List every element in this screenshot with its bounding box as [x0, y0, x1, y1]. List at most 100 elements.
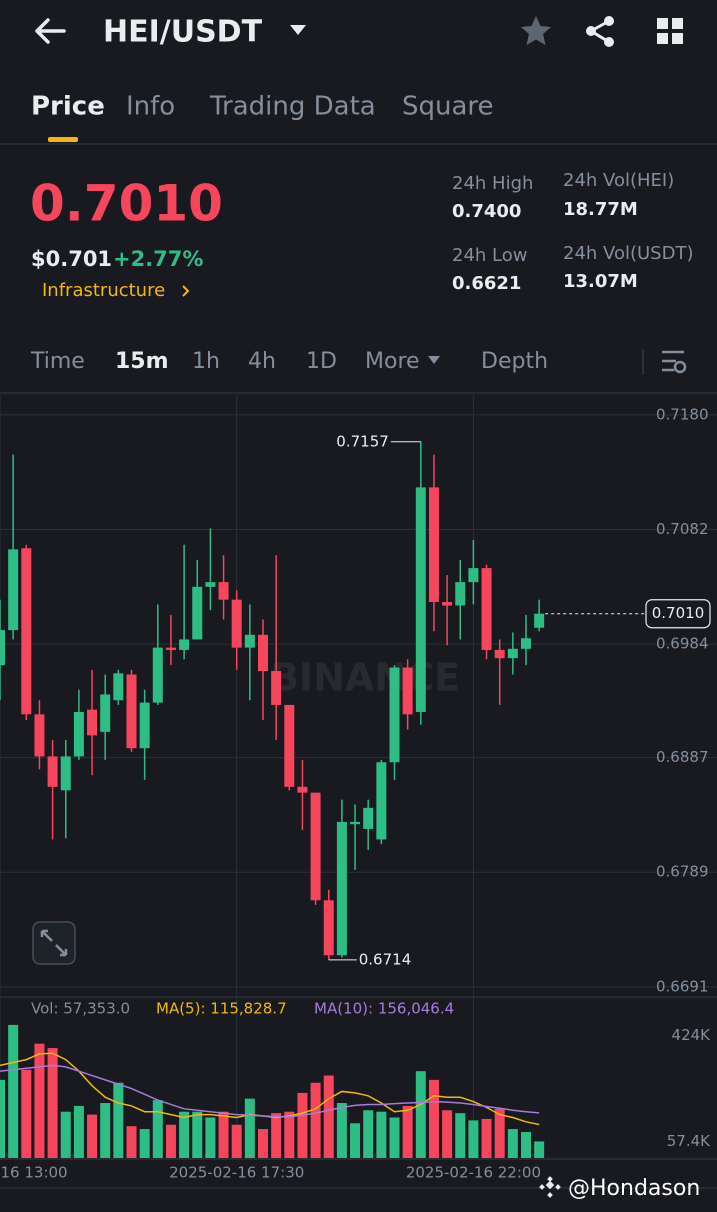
volume-bar — [21, 1069, 32, 1158]
tab[interactable]: Info — [126, 92, 175, 122]
high-label: 0.7157 — [336, 432, 389, 450]
volume-bar — [402, 1105, 413, 1158]
candle-body — [297, 786, 308, 793]
x-tick-label: 2025-02-16 22:00 — [406, 1164, 541, 1182]
volume-bar — [310, 1082, 321, 1158]
stat-label: 24h Vol(HEI) — [563, 170, 674, 191]
last-price-box — [645, 599, 711, 629]
back-button[interactable] — [35, 18, 66, 44]
candles — [0, 441, 545, 960]
candle-body — [494, 649, 505, 659]
candle-body — [336, 821, 347, 956]
timeframe[interactable]: 1h — [192, 349, 220, 374]
stat-label: 24h Vol(USDT) — [563, 243, 693, 264]
candle-body — [34, 714, 45, 757]
timeframe[interactable]: More — [365, 349, 420, 374]
candle-body — [481, 568, 492, 650]
stat-value: 18.77M — [563, 199, 638, 220]
y-tick-label: 424K — [672, 1026, 712, 1044]
candle-body — [244, 634, 255, 648]
candle-body — [350, 821, 361, 825]
volume-bar — [297, 1092, 308, 1158]
logo-part — [547, 1176, 553, 1182]
usd-price: $0.701 — [31, 247, 112, 271]
pair-dropdown[interactable] — [290, 25, 306, 35]
timeframe[interactable]: 4h — [248, 349, 276, 374]
tab-active[interactable]: Price — [31, 92, 105, 122]
last-price: 0.7010 — [30, 175, 223, 233]
volume-bar — [534, 1141, 545, 1158]
volume-bar — [428, 1079, 439, 1158]
volume-bar — [336, 1103, 347, 1158]
favorite-icon[interactable] — [521, 16, 551, 45]
chart-settings-icon[interactable] — [662, 350, 687, 374]
candle-body — [165, 647, 176, 650]
volume-bar — [231, 1124, 242, 1158]
timeframe-active[interactable]: 15m — [115, 349, 169, 374]
candle-body — [231, 599, 242, 648]
candle-body — [100, 694, 111, 732]
grid-cell — [672, 33, 683, 44]
low-label: 0.6714 — [359, 950, 412, 968]
share-icon[interactable] — [586, 16, 614, 47]
timeframe[interactable]: Depth — [481, 349, 548, 374]
x-axis: 2025-02-16 13:00 2025-02-16 17:30 2025-02-… — [0, 1164, 541, 1182]
candle-body — [323, 900, 334, 956]
volume-bar — [376, 1111, 387, 1158]
timeframe[interactable]: 1D — [306, 349, 337, 374]
legend-item: MA(5): 115,828.7 — [156, 1000, 287, 1018]
x-tick-label: 2025-02-16 13:00 — [0, 1164, 68, 1182]
volume-bar — [8, 1024, 19, 1158]
tab[interactable]: Trading Data — [209, 92, 376, 122]
volume-bar — [455, 1113, 466, 1158]
candle-body — [8, 549, 19, 631]
ma-line — [0, 1064, 540, 1118]
volume-bar — [284, 1111, 295, 1158]
tab-indicator — [48, 137, 78, 142]
y-tick-label: 0.6984 — [656, 635, 709, 653]
pair-title[interactable]: HEI/USDT — [103, 15, 263, 50]
volume-bar — [389, 1117, 400, 1158]
candle-body — [73, 711, 84, 757]
candle-body — [87, 709, 98, 736]
candle-body — [192, 586, 203, 640]
tab[interactable]: Square — [402, 92, 494, 122]
logo-part — [545, 1180, 555, 1190]
chart-overlay: 0.7180 0.7082 0.6984 0.6887 0.6789 0.6691 0.71… — [328, 405, 711, 995]
candle-body — [179, 639, 190, 650]
volume-bar — [0, 1079, 5, 1158]
candle-body — [218, 582, 229, 600]
sector-chevron — [182, 285, 190, 297]
candle-body — [521, 638, 531, 649]
volume-bar — [323, 1075, 334, 1158]
fullscreen-button[interactable] — [32, 921, 76, 965]
legend-item: Vol: 57,353.0 — [31, 1000, 130, 1018]
volume: Vol: 57,353.0 MA(5): 115,828.7 MA(10): 156… — [0, 1000, 712, 1158]
candle-body — [376, 762, 387, 840]
candle-body — [284, 704, 295, 787]
candle-body — [21, 548, 32, 715]
y-tick-label: 0.7180 — [656, 405, 709, 423]
candle-body — [271, 671, 282, 705]
volume-bar — [244, 1098, 255, 1158]
timeframe[interactable]: Time — [30, 349, 85, 374]
volume-bar — [152, 1100, 163, 1158]
stat-value: 0.7400 — [452, 201, 521, 222]
volume-bar — [126, 1126, 137, 1158]
candle-body — [258, 634, 268, 672]
grid-icon[interactable] — [657, 18, 683, 44]
volume-bar — [481, 1118, 492, 1158]
y-tick-label: 0.7082 — [656, 520, 709, 538]
sector-tag[interactable]: Infrastructure — [42, 280, 165, 301]
logo-part — [555, 1184, 561, 1190]
candle-body — [534, 613, 545, 628]
grid-cell — [672, 18, 683, 29]
volume-bar — [258, 1129, 268, 1158]
volume-bar — [205, 1117, 216, 1158]
candle-body — [389, 667, 400, 763]
legend-item: MA(10): 156,046.4 — [314, 1000, 454, 1018]
volume-bar — [363, 1110, 374, 1158]
fullscreen-arrows — [40, 929, 68, 957]
y-tick-label: 0.6887 — [656, 748, 709, 766]
grid-cell — [657, 18, 668, 29]
